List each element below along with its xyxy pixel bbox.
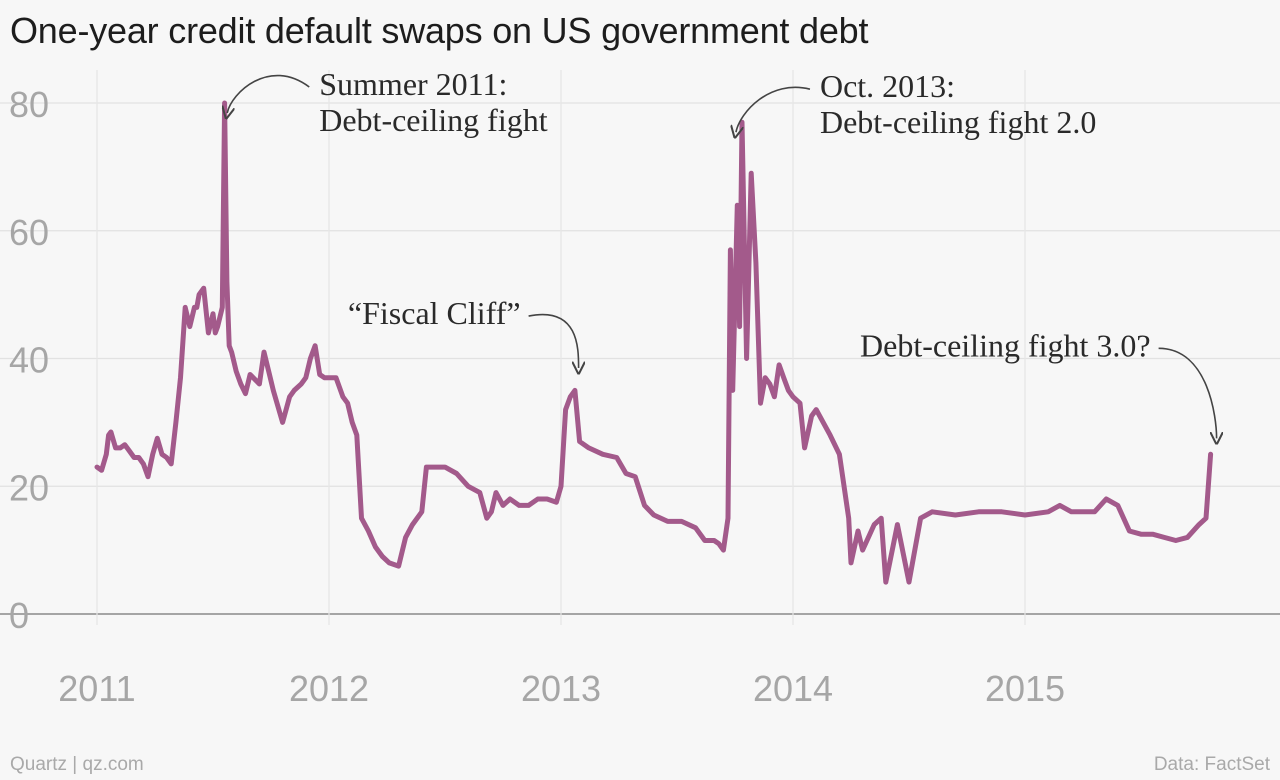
annotation-line: “Fiscal Cliff” [348, 295, 521, 331]
annotation-arrow [528, 313, 579, 369]
series-line-0 [94, 100, 1214, 585]
chart-title: One-year credit default swaps on US gove… [10, 10, 869, 51]
y-tick-label: 60 [9, 212, 49, 253]
axes: 0 20 40 60 80 2011 2012 2013 2014 2015 [9, 84, 1065, 709]
annotation-line: Debt-ceiling fight 2.0 [820, 104, 1096, 140]
footer-data-credit: Data: FactSet [1153, 754, 1270, 775]
series-layer [94, 100, 1214, 585]
x-tick-label: 2013 [521, 668, 601, 709]
annotation-line: Oct. 2013: [820, 68, 955, 104]
annotation-arrow [736, 86, 811, 132]
annotation-label: Summer 2011: Debt-ceiling fight [319, 66, 547, 138]
annotation-line: Debt-ceiling fight 3.0? [860, 327, 1151, 363]
annotation-line: Debt-ceiling fight [319, 102, 547, 138]
annotation-arrow [227, 74, 310, 113]
x-tick-label: 2014 [753, 668, 833, 709]
y-tick-label: 20 [9, 467, 49, 508]
footer-source: Quartz | qz.com [10, 754, 144, 775]
annotations: Summer 2011: Debt-ceiling fight Oct. 2013:… [227, 66, 1216, 438]
annotation-line: Summer 2011: [319, 66, 507, 102]
y-tick-label: 0 [9, 595, 29, 636]
y-tick-label: 80 [9, 84, 49, 125]
annotation-arrow [1158, 347, 1217, 438]
x-tick-label: 2011 [58, 668, 135, 709]
y-tick-label: 40 [9, 340, 49, 381]
annotation-label: “Fiscal Cliff” [348, 295, 521, 331]
annotation-label: Debt-ceiling fight 3.0? [860, 327, 1151, 363]
annotation-label: Oct. 2013: Debt-ceiling fight 2.0 [820, 68, 1096, 140]
x-tick-label: 2015 [985, 668, 1065, 709]
x-tick-label: 2012 [289, 668, 369, 709]
